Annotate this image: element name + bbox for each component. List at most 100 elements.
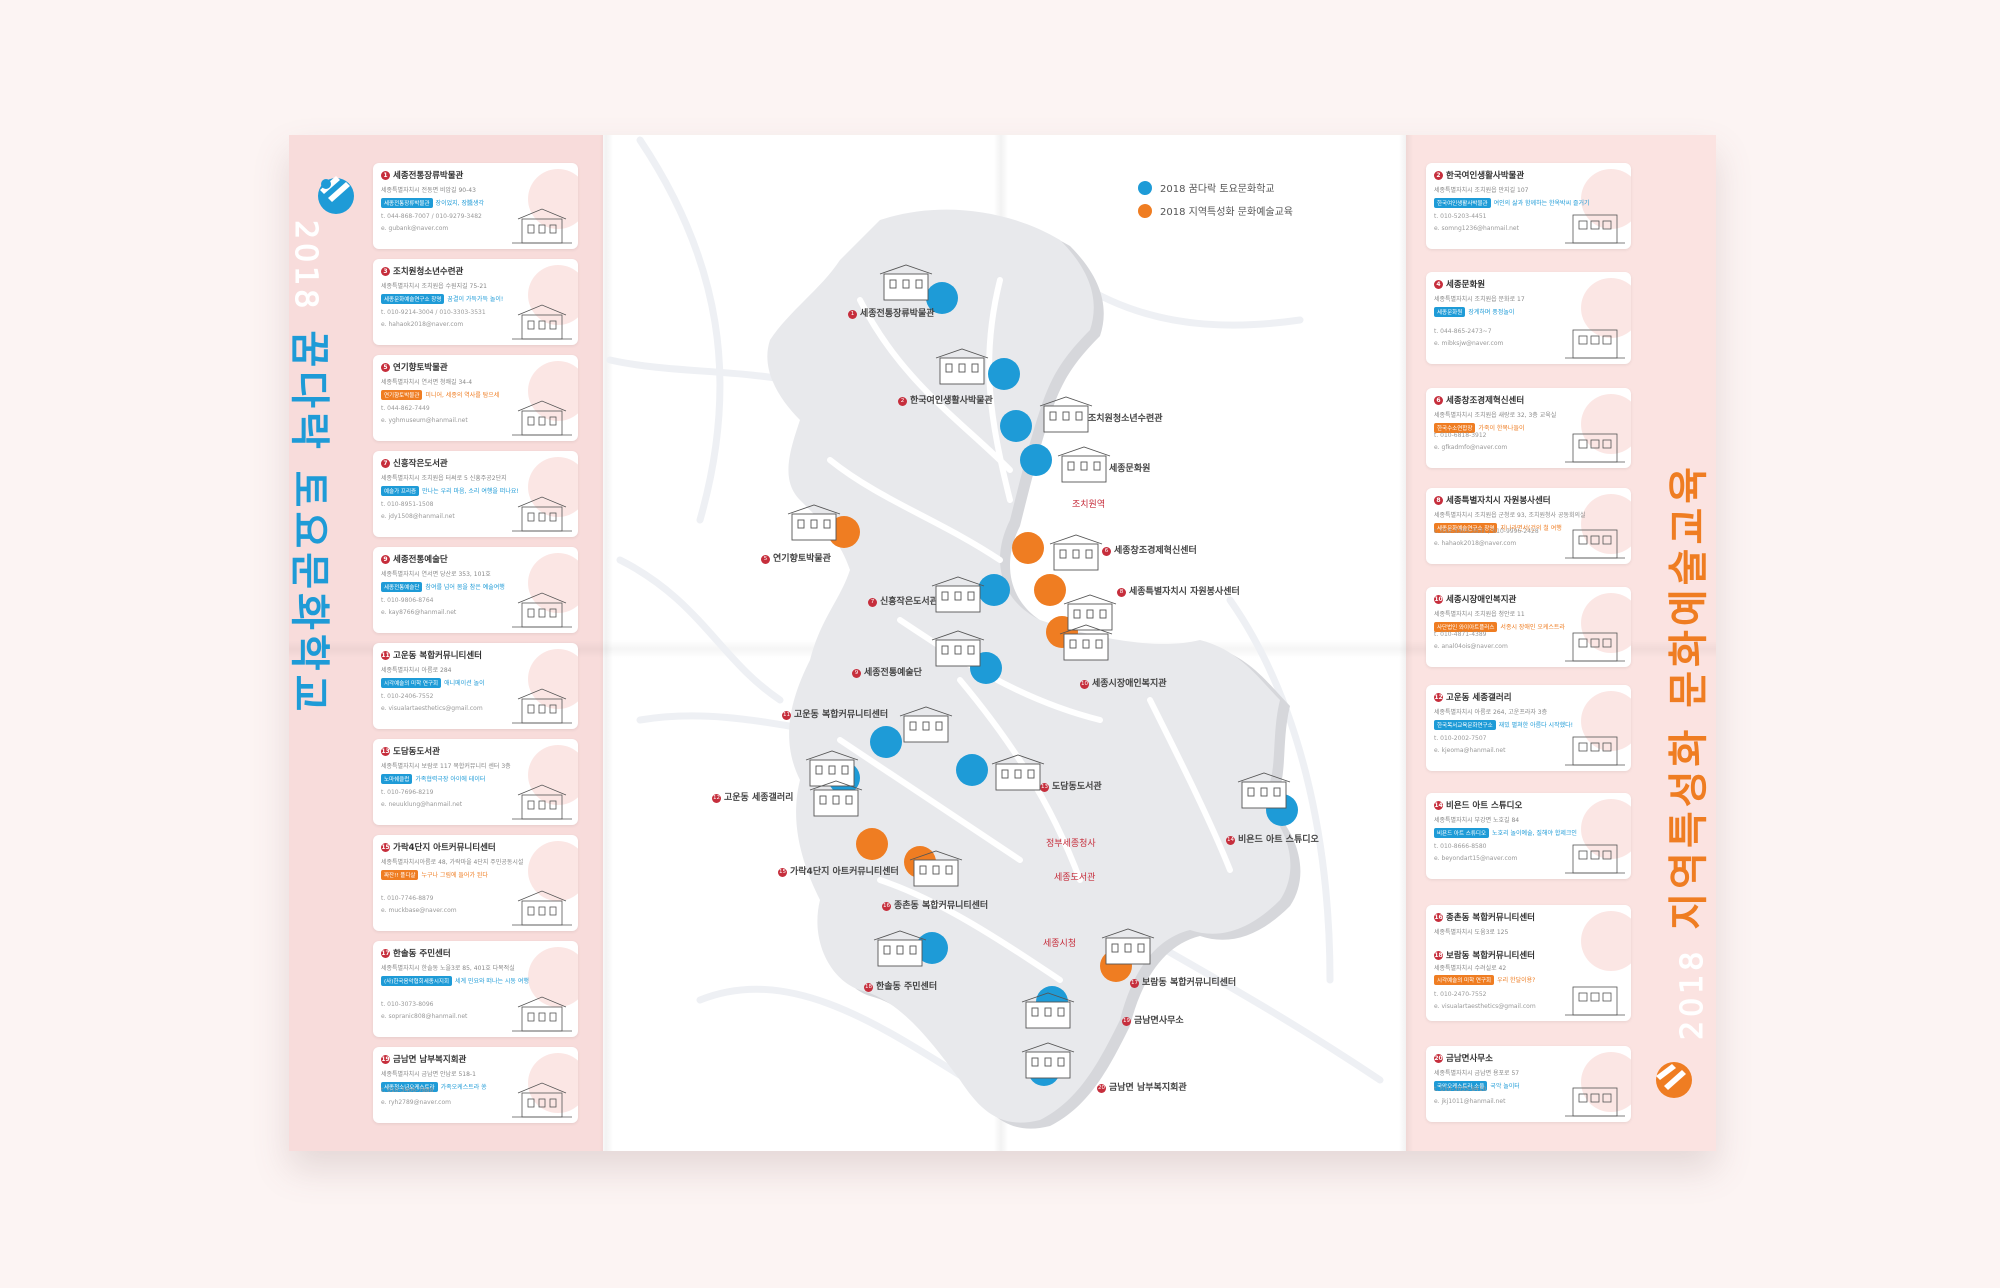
- map-marker[interactable]: [988, 358, 1020, 390]
- facility-card[interactable]: 9 세종전통예술단 세종특별자치시 연서면 당산로 353, 101호 세종전통예술단…: [373, 547, 578, 633]
- card-email: e. visualartaesthetics@gmail.com: [1434, 1003, 1536, 1010]
- facility-card[interactable]: 1 세종전통장류박물관 세종특별자치시 전동면 비암길 90-43 세종전통장류박물관…: [373, 163, 578, 249]
- program-desc: 꿈결이 가득가득 놀이!: [447, 296, 504, 303]
- facility-card[interactable]: 16 종촌동 복합커뮤니티센터 세종특별자치시 도움3로 125 18 보람동 복합커뮤…: [1426, 905, 1631, 1021]
- program-tag: 세종청소년오케스트라: [381, 1082, 438, 1092]
- map-label: 17 보람동 복합커뮤니티센터: [1130, 975, 1236, 988]
- map-label: 정부세종청사: [1046, 836, 1096, 849]
- building-icon: [873, 930, 927, 967]
- building-icon: [512, 688, 572, 724]
- card-program: 국악오케스트라 소울 국악 놀이터: [1434, 1081, 1520, 1091]
- map-marker[interactable]: [856, 828, 888, 860]
- card-address: 세종특별자치시 금남면 용포로 57: [1434, 1070, 1520, 1077]
- building-icon: [1021, 992, 1075, 1029]
- map-label-number: 15: [778, 868, 787, 877]
- map-marker[interactable]: [1000, 410, 1032, 442]
- facility-card[interactable]: 10 세종시장애인복지관 세종특별자치시 조치원읍 청안로 11 사단법인 와이아트플…: [1426, 587, 1631, 667]
- map-marker[interactable]: [978, 574, 1010, 606]
- fold-line: [599, 135, 613, 1151]
- card-title: 2 한국여인생활사박물관: [1434, 169, 1524, 181]
- facility-card[interactable]: 4 세종문화원 세종특별자치시 조치원읍 문화로 17 세종문화원 장계하며 풍정놀이 t…: [1426, 272, 1631, 364]
- map-marker[interactable]: [1034, 574, 1066, 606]
- building-icon: [899, 706, 953, 743]
- facility-card[interactable]: 6 세종창조경제혁신센터 세종특별자치시 조치원읍 새랑로 32, 3층 교육실 한국…: [1426, 388, 1631, 468]
- card-program: (사)한국음악협회세종시지회 세계 민요와 떠나는 시동 여행: [381, 976, 529, 986]
- card-phone: t. 010-3406-7888: [381, 1087, 434, 1094]
- map-label-text: 고운동 복합커뮤니티센터: [794, 710, 889, 720]
- building-icon: [809, 780, 863, 817]
- building-icon: [1063, 594, 1117, 631]
- facility-card[interactable]: 5 연기향토박물관 세종특별자치시 연서면 청쾌길 34-4 연기향토박물관 미니어, …: [373, 355, 578, 441]
- card-name: 세종창조경제혁신센터: [1446, 396, 1525, 406]
- card-phone: t. 010-2406-7552: [381, 693, 434, 700]
- card-phone: t. 010-6818-3912: [1434, 432, 1487, 439]
- card-phone: t. 010-4871-4389: [1434, 631, 1487, 638]
- building-icon: [512, 890, 572, 926]
- card-email: e. kjeoma@hanmail.net: [1434, 747, 1506, 754]
- map-marker[interactable]: [926, 282, 958, 314]
- facility-card[interactable]: 7 신흥작은도서관 세종특별자치시 조치원읍 터써로 5 신흥주공2단지 예술가 프리…: [373, 451, 578, 537]
- program-tag: 시각예술의 미학 연구회: [381, 678, 442, 688]
- card-title: 19 금남면 남부복지회관: [381, 1053, 466, 1065]
- map-label-text: 한솔동 주민센터: [876, 982, 938, 992]
- program-tag: (사)한국음악협회세종시지회: [381, 976, 453, 986]
- facility-card[interactable]: 19 금남면 남부복지회관 세종특별자치시 금남면 안남로 518-1 세종청소년오케…: [373, 1047, 578, 1123]
- program-tag: 한국여인생활사박물관: [1434, 198, 1491, 208]
- card-address: 세종특별자치시 조치원읍 문화로 17: [1434, 296, 1525, 303]
- map-label: 16 종촌동 복합커뮤니티센터: [882, 898, 988, 911]
- card-name: 금남면 남부복지회관: [393, 1055, 467, 1065]
- map-label: 세종시청: [1043, 936, 1076, 949]
- map-label-number: 1: [848, 310, 857, 319]
- fold-line: [1399, 135, 1413, 1151]
- map-marker[interactable]: [956, 754, 988, 786]
- card-email: e. neuuklung@hanmail.net: [381, 801, 463, 808]
- card-program: 시각예술의 미학 연구회 우리 한달이용?: [1434, 975, 1535, 985]
- program-tag: 세종전통예술단: [381, 582, 423, 592]
- facility-card[interactable]: 2 한국여인생활사박물관 세종특별자치시 조치원읍 만지길 107 한국여인생활사박물…: [1426, 163, 1631, 249]
- facility-card[interactable]: 13 도담동도서관 세종특별자치시 보람로 117 복합커뮤니티 센터 3층 노마쉐클…: [373, 739, 578, 825]
- card-name: 금남면사무소: [1446, 1054, 1493, 1064]
- facility-card[interactable]: 3 조치원청소년수련관 세종특별자치시 조치원읍 수원지길 75-21 세종문화예술연…: [373, 259, 578, 345]
- card-name: 신흥작은도서관: [393, 459, 448, 469]
- card-blob: [1581, 911, 1631, 971]
- program-desc: 만나는 우리 마음, 소리 여행을 떠나요!: [422, 488, 519, 495]
- facility-card[interactable]: 8 세종특별자치시 자원봉사센터 세종특별자치시 조치원읍 군청로 93, 조치원청…: [1426, 488, 1631, 564]
- building-icon: [1021, 1042, 1075, 1079]
- card-name: 조치원청소년수련관: [393, 267, 464, 277]
- map-marker[interactable]: [1020, 444, 1052, 476]
- map-marker[interactable]: [870, 726, 902, 758]
- program-desc: 서종시 장애인 오케스트라: [1500, 624, 1565, 631]
- facility-card[interactable]: 12 고운동 세종갤러리 세종특별자치시 아름로 264, 고운프라자 3층 한국목서…: [1426, 685, 1631, 771]
- card-number: 16: [1434, 913, 1443, 922]
- card-phone: t. 010-3073-8096: [381, 1001, 434, 1008]
- card-phone: t. 044-868-7007 / 010-9279-3482: [381, 213, 482, 220]
- program-tag: 세종문화예술연구소 창명: [381, 294, 445, 304]
- map-label-text: 정부세종청사: [1046, 839, 1096, 849]
- map-label-number: 5: [761, 555, 770, 564]
- facility-card[interactable]: 17 한솔동 주민센터 세종특별자치시 한솔동 노을3로 85, 401호 다목적실…: [373, 941, 578, 1037]
- map-marker[interactable]: [1012, 532, 1044, 564]
- map-label: 8 세종특별자치시 자원봉사센터: [1117, 584, 1240, 597]
- card-title: 17 한솔동 주민센터: [381, 947, 451, 959]
- card-phone: t. 010-3303-3531 / 010-9996-2428: [1434, 528, 1539, 535]
- card-title: 20 금남면사무소: [1434, 1052, 1493, 1064]
- program-tag: 세종전통장류박물관: [381, 198, 433, 208]
- building-icon: [1565, 986, 1625, 1016]
- facility-card[interactable]: 11 고운동 복합커뮤니티센터 세종특별자치시 아름로 284 시각예술의 미학 연구…: [373, 643, 578, 729]
- map-label-number: 18: [864, 983, 873, 992]
- program-desc: 국악 놀이터: [1490, 1083, 1520, 1090]
- card-blob: [1581, 593, 1631, 653]
- legend-dot: [1138, 181, 1152, 195]
- card-program: 한국여인생활사박물관 여인의 삶과 함께하는 한옥박씨 즐거기: [1434, 198, 1590, 208]
- card-title: 4 세종문화원: [1434, 278, 1485, 290]
- facility-card[interactable]: 15 가락4단지 아트커뮤니티센터 세종특별자치시아름로 48, 가락마을 4단지 …: [373, 835, 578, 931]
- card-blob: [528, 947, 578, 1007]
- card-program: 세종전통장류박물관 장이었지, 장醬생각: [381, 198, 484, 208]
- map-label: 14 비욘드 아트 스튜디오: [1226, 832, 1319, 845]
- card-email: e. somng1236@hanmail.net: [1434, 225, 1519, 232]
- card-phone: t. 010-9214-3004 / 010-3303-3531: [381, 309, 486, 316]
- facility-card[interactable]: 14 비욘드 아트 스튜디오 세종특별자치시 부강면 노호길 84 비욘드 아트 스튜…: [1426, 793, 1631, 879]
- card-number: 6: [1434, 396, 1443, 405]
- program-tag: 국악오케스트라 소울: [1434, 1081, 1488, 1091]
